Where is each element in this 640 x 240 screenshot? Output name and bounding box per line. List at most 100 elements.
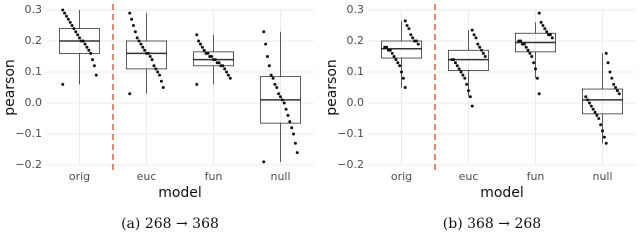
point bbox=[520, 42, 524, 46]
point bbox=[587, 101, 591, 105]
point bbox=[83, 42, 87, 46]
point bbox=[280, 98, 284, 102]
point bbox=[584, 95, 588, 99]
point bbox=[539, 20, 543, 24]
point bbox=[541, 24, 545, 27]
point bbox=[610, 76, 614, 80]
point bbox=[269, 73, 273, 77]
point bbox=[416, 42, 420, 46]
point bbox=[195, 33, 199, 37]
point bbox=[141, 45, 145, 49]
y-tick-label: −0.1 bbox=[337, 127, 364, 140]
point bbox=[279, 95, 282, 99]
point bbox=[614, 86, 618, 89]
point bbox=[262, 160, 266, 164]
point bbox=[601, 129, 604, 133]
point bbox=[517, 39, 521, 43]
point bbox=[76, 33, 80, 37]
point bbox=[394, 58, 398, 62]
point bbox=[467, 89, 470, 93]
point bbox=[74, 30, 78, 34]
y-tick-label: 0.2 bbox=[25, 34, 43, 47]
x-tick-label: orig bbox=[391, 170, 412, 183]
box bbox=[582, 88, 624, 115]
point bbox=[139, 42, 143, 46]
point bbox=[602, 135, 606, 139]
point bbox=[537, 92, 541, 96]
point bbox=[262, 30, 266, 34]
point bbox=[159, 79, 163, 83]
point bbox=[591, 107, 595, 111]
point bbox=[545, 30, 549, 34]
y-axis-title: pearson bbox=[2, 59, 18, 116]
point bbox=[271, 76, 275, 80]
point bbox=[463, 76, 467, 80]
caption: (a) 268 → 368 bbox=[121, 216, 219, 232]
point bbox=[472, 33, 476, 37]
y-tick-label: 0.0 bbox=[25, 96, 43, 109]
point bbox=[453, 61, 457, 65]
point bbox=[535, 76, 539, 80]
point bbox=[470, 28, 474, 32]
point bbox=[68, 20, 72, 24]
point bbox=[131, 24, 135, 27]
y-tick-label: 0.2 bbox=[347, 34, 365, 47]
point bbox=[383, 45, 387, 49]
y-tick-label: 0.3 bbox=[25, 3, 43, 16]
point bbox=[128, 11, 132, 15]
point bbox=[288, 120, 292, 124]
point bbox=[295, 151, 299, 155]
point bbox=[152, 64, 156, 68]
point bbox=[148, 55, 152, 58]
point bbox=[143, 48, 147, 52]
point bbox=[597, 117, 601, 120]
point bbox=[524, 45, 528, 49]
point bbox=[215, 61, 219, 65]
point bbox=[94, 73, 98, 77]
point bbox=[277, 92, 281, 96]
box bbox=[447, 49, 489, 71]
point bbox=[89, 51, 93, 55]
point bbox=[228, 76, 232, 80]
point bbox=[534, 67, 537, 71]
point bbox=[617, 92, 621, 96]
point bbox=[219, 64, 223, 68]
point bbox=[470, 104, 474, 108]
point bbox=[543, 27, 547, 31]
point bbox=[481, 51, 485, 55]
point bbox=[396, 61, 400, 65]
point bbox=[480, 48, 484, 52]
point bbox=[450, 58, 454, 62]
point bbox=[604, 51, 608, 55]
point bbox=[161, 86, 165, 89]
point bbox=[403, 19, 407, 23]
point bbox=[198, 42, 202, 46]
y-tick-label: −0.2 bbox=[337, 158, 364, 171]
point bbox=[267, 64, 271, 68]
point bbox=[133, 30, 137, 34]
point bbox=[483, 55, 487, 58]
point bbox=[195, 82, 199, 86]
point bbox=[615, 89, 619, 93]
point bbox=[459, 70, 463, 74]
point bbox=[135, 36, 139, 40]
x-axis-title: model bbox=[480, 185, 524, 201]
point bbox=[226, 73, 230, 77]
box bbox=[192, 51, 234, 67]
point bbox=[528, 51, 532, 55]
box bbox=[380, 40, 422, 59]
point bbox=[390, 51, 394, 55]
point bbox=[212, 58, 215, 62]
point bbox=[91, 58, 95, 62]
y-axis-title: pearson bbox=[324, 59, 340, 116]
point bbox=[550, 36, 554, 40]
point bbox=[225, 70, 229, 74]
point bbox=[293, 141, 297, 145]
point bbox=[586, 98, 590, 102]
y-tick-label: −0.1 bbox=[15, 127, 42, 140]
point bbox=[593, 110, 597, 114]
point bbox=[530, 55, 534, 58]
point bbox=[282, 101, 286, 105]
y-tick-label: 0.3 bbox=[347, 3, 365, 16]
